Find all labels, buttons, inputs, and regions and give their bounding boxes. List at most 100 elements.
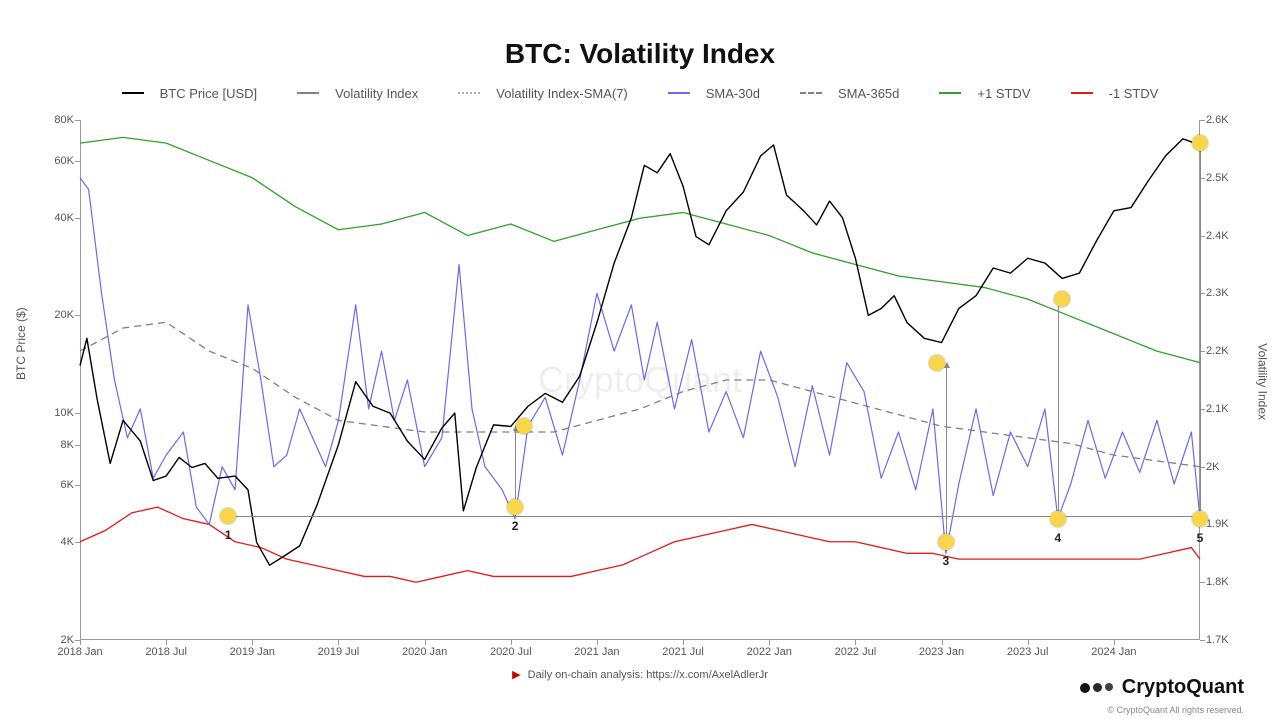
series-line <box>80 322 1200 466</box>
y-right-tick-mark <box>1200 640 1205 641</box>
y-left-tick-mark <box>75 161 80 162</box>
x-tick-label: 2018 Jul <box>145 646 187 658</box>
x-tick-mark <box>1114 640 1115 645</box>
y-right-tick-mark <box>1200 120 1205 121</box>
legend-label: SMA-30d <box>706 86 760 101</box>
x-tick-label: 2020 Jul <box>490 646 532 658</box>
marker-label: 4 <box>1055 531 1062 545</box>
x-tick-label: 2023 Jan <box>919 646 964 658</box>
y-left-tick-label: 6K <box>61 479 74 491</box>
legend-label: Volatility Index-SMA(7) <box>496 86 628 101</box>
x-tick-mark <box>425 640 426 645</box>
y-right-tick-label: 2.6K <box>1206 114 1229 126</box>
legend-label: SMA-365d <box>838 86 899 101</box>
y-right-tick-label: 1.9K <box>1206 518 1229 530</box>
copyright-text: © CryptoQuant All rights reserved. <box>1107 705 1244 715</box>
y-left-tick-mark <box>75 218 80 219</box>
vertical-arrow <box>1058 299 1059 519</box>
legend-swatch <box>297 92 319 94</box>
vertical-arrow <box>515 426 516 507</box>
y-left-tick-mark <box>75 315 80 316</box>
x-tick-label: 2024 Jan <box>1091 646 1136 658</box>
x-tick-label: 2023 Jul <box>1007 646 1049 658</box>
legend: BTC Price [USD] Volatility Index Volatilit… <box>0 82 1280 101</box>
legend-item: +1 STDV <box>929 86 1040 101</box>
y-left-tick-mark <box>75 413 80 414</box>
y-right-tick-label: 2.2K <box>1206 345 1229 357</box>
x-tick-mark <box>769 640 770 645</box>
x-tick-mark <box>597 640 598 645</box>
legend-item: SMA-30d <box>658 86 770 101</box>
x-tick-label: 2021 Jan <box>574 646 619 658</box>
marker-label: 3 <box>943 554 950 568</box>
y-left-tick-mark <box>75 542 80 543</box>
legend-swatch <box>122 92 144 94</box>
y-right-axis-label: Volatility Index <box>1256 343 1270 420</box>
legend-label: +1 STDV <box>977 86 1030 101</box>
legend-swatch <box>1071 92 1093 94</box>
legend-swatch <box>458 92 480 94</box>
legend-item: -1 STDV <box>1061 86 1169 101</box>
highlight-marker <box>938 534 954 550</box>
brand-dots-icon <box>1080 683 1116 693</box>
highlight-marker <box>1054 291 1070 307</box>
marker-label: 2 <box>512 519 519 533</box>
y-left-tick-label: 2K <box>61 634 74 646</box>
x-tick-label: 2018 Jan <box>57 646 102 658</box>
y-right-tick-label: 2K <box>1206 461 1219 473</box>
series-line <box>80 178 1200 554</box>
legend-swatch <box>668 92 690 94</box>
x-tick-mark <box>511 640 512 645</box>
brand-logo: CryptoQuant <box>1080 676 1244 699</box>
y-right-tick-label: 2.1K <box>1206 403 1229 415</box>
legend-item: BTC Price [USD] <box>112 86 268 101</box>
highlight-marker <box>220 508 236 524</box>
chart-container: BTC: Volatility Index BTC Price [USD] Vol… <box>0 0 1280 719</box>
highlight-marker <box>516 418 532 434</box>
y-left-tick-label: 60K <box>54 155 74 167</box>
series-line <box>80 137 1200 362</box>
y-right-tick-label: 2.4K <box>1206 230 1229 242</box>
highlight-marker <box>929 355 945 371</box>
x-tick-mark <box>166 640 167 645</box>
legend-swatch <box>800 92 822 94</box>
y-left-tick-mark <box>75 120 80 121</box>
brand-text: CryptoQuant <box>1122 676 1244 699</box>
plot-area: CryptoQuant 2K4K6K8K10K20K40K60K80K1.7K1… <box>80 120 1200 640</box>
legend-label: BTC Price [USD] <box>160 86 258 101</box>
x-tick-label: 2019 Jul <box>318 646 360 658</box>
x-tick-label: 2022 Jul <box>835 646 877 658</box>
y-left-tick-mark <box>75 485 80 486</box>
y-left-tick-label: 20K <box>54 309 74 321</box>
series-line <box>80 507 1200 582</box>
chart-title: BTC: Volatility Index <box>0 38 1280 70</box>
x-tick-label: 2022 Jan <box>747 646 792 658</box>
y-left-tick-label: 4K <box>61 536 74 548</box>
x-tick-label: 2021 Jul <box>662 646 704 658</box>
legend-swatch <box>939 92 961 94</box>
vertical-arrow <box>1200 143 1201 519</box>
x-tick-mark <box>338 640 339 645</box>
highlight-marker <box>1050 511 1066 527</box>
x-tick-mark <box>1028 640 1029 645</box>
legend-item: Volatility Index-SMA(7) <box>448 86 638 101</box>
y-left-tick-mark <box>75 445 80 446</box>
chart-svg <box>80 120 1200 640</box>
y-right-tick-label: 2.3K <box>1206 287 1229 299</box>
legend-item: SMA-365d <box>790 86 909 101</box>
x-tick-label: 2020 Jan <box>402 646 447 658</box>
y-left-tick-label: 10K <box>54 407 74 419</box>
x-tick-mark <box>942 640 943 645</box>
x-tick-mark <box>252 640 253 645</box>
y-left-tick-label: 8K <box>61 439 74 451</box>
y-left-axis-label: BTC Price ($) <box>14 307 28 380</box>
x-tick-mark <box>683 640 684 645</box>
highlight-marker <box>1192 135 1208 151</box>
marker-label: 1 <box>225 528 232 542</box>
legend-label: -1 STDV <box>1109 86 1159 101</box>
legend-label: Volatility Index <box>335 86 418 101</box>
y-left-tick-label: 40K <box>54 212 74 224</box>
highlight-marker <box>1192 511 1208 527</box>
legend-item: Volatility Index <box>287 86 428 101</box>
y-right-tick-label: 1.8K <box>1206 576 1229 588</box>
